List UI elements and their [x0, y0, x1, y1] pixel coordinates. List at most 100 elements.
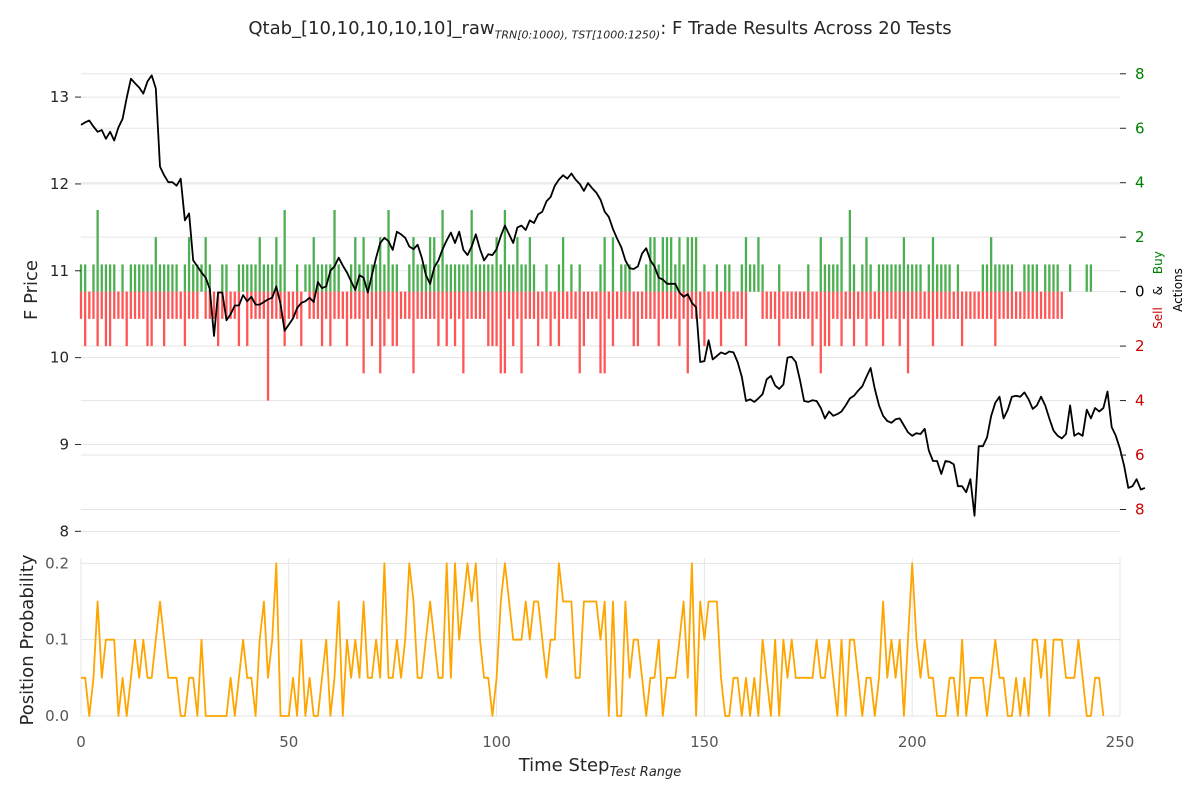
actions-tick-label: 4 — [1135, 174, 1145, 192]
tick-labels: 8 9 10 11 12 13 8 6 4 2 0 2 4 6 8 0.0 0.1 0.2 0 50 100 150 200… — [45, 65, 1144, 751]
buy-bar — [948, 264, 951, 292]
buy-bar — [79, 264, 83, 292]
sell-bar — [391, 291, 394, 347]
sell-bar — [129, 291, 133, 319]
buy-bar — [503, 209, 507, 292]
buy-bar — [578, 264, 581, 292]
sell-bar — [956, 291, 960, 319]
buy-bar — [753, 264, 756, 292]
sell-bar — [553, 291, 556, 319]
buy-bar — [1048, 264, 1051, 292]
sell-bar — [935, 291, 939, 319]
sell-bar — [1010, 291, 1014, 319]
buy-bar — [840, 237, 843, 292]
sell-bar — [707, 291, 710, 319]
buy-bar — [990, 237, 993, 292]
buy-bar — [674, 264, 677, 292]
sell-bar — [1031, 291, 1034, 319]
buy-bar — [470, 209, 473, 292]
buy-bar — [761, 264, 764, 292]
buy-bar — [271, 264, 274, 292]
sell-bar — [694, 291, 698, 319]
sell-bar — [320, 291, 324, 347]
chart-title: Qtab_[10,10,10,10,10]_rawTRN[0:1000), TS… — [0, 18, 1200, 42]
buy-bar — [861, 264, 864, 292]
sell-bar — [586, 291, 590, 319]
sell-bar — [803, 291, 806, 319]
buy-bar — [142, 264, 145, 292]
probability-tick-label: 0.2 — [45, 554, 69, 572]
buy-bar — [728, 264, 731, 292]
sell-bar — [906, 291, 910, 374]
sell-bar — [1002, 291, 1005, 319]
sell-bar — [133, 291, 137, 319]
buy-bar — [869, 264, 872, 292]
sell-bar — [632, 291, 635, 347]
sell-bar — [520, 291, 523, 374]
sell-bar — [1035, 291, 1039, 319]
sell-bar — [229, 291, 232, 319]
sell-bar — [852, 291, 856, 347]
buy-bar — [827, 264, 831, 292]
sell-bar — [275, 291, 278, 319]
buy-bar — [545, 264, 548, 292]
sell-bar — [823, 291, 827, 347]
buy-bar — [241, 264, 245, 292]
sell-bar — [724, 291, 727, 319]
buy-bar — [316, 264, 320, 292]
buy-bar — [121, 264, 124, 292]
sell-bar — [719, 291, 723, 347]
buy-bar — [333, 209, 336, 292]
x-tick-label: 50 — [279, 733, 298, 751]
sell-bar — [221, 291, 224, 319]
buy-bar — [337, 264, 340, 292]
sell-bar — [566, 291, 569, 319]
x-axis-label: Time StepTest Range — [518, 755, 682, 780]
sell-bar — [179, 291, 182, 319]
sell-bar — [591, 291, 594, 319]
sell-bar — [1048, 291, 1051, 319]
sell-bar — [873, 291, 876, 319]
sell-bar — [250, 291, 253, 319]
buy-bar — [520, 264, 523, 292]
sell-bar — [495, 291, 498, 347]
buy-bar — [129, 264, 133, 292]
buy-bar — [778, 264, 781, 292]
sell-bar — [300, 291, 303, 347]
sell-bar — [998, 291, 1001, 319]
sell-bar — [869, 291, 872, 319]
buy-bar — [561, 237, 565, 292]
sell-bar — [507, 291, 511, 319]
buy-bar — [927, 264, 930, 292]
sell-bar — [815, 291, 818, 319]
sell-bar — [295, 291, 299, 319]
sell-bar — [990, 291, 993, 319]
sell-bar — [994, 291, 997, 347]
sell-bar — [811, 291, 814, 347]
buy-bar — [670, 237, 673, 292]
sell-bar — [674, 291, 677, 319]
probability-tick-label: 0.0 — [45, 707, 69, 725]
sell-bar — [952, 291, 955, 319]
buy-bar — [104, 264, 108, 292]
sell-bar — [349, 291, 353, 319]
sell-bar — [894, 291, 897, 319]
sell-bar — [678, 291, 681, 347]
buy-bar — [848, 209, 852, 292]
sell-bar — [387, 291, 390, 319]
sell-bar — [948, 291, 951, 319]
sell-bar — [661, 291, 664, 319]
buy-bar — [133, 264, 137, 292]
sell-bar — [1044, 291, 1047, 319]
buy-bar — [1035, 264, 1039, 292]
sell-bar — [79, 291, 83, 319]
sell-bar — [557, 291, 561, 347]
sell-bar — [441, 291, 444, 319]
buy-bar — [167, 264, 170, 292]
sell-bar — [902, 291, 906, 319]
sell-bar — [578, 291, 581, 374]
sell-bar — [532, 291, 536, 319]
sell-bar — [341, 291, 344, 319]
sell-bar — [528, 291, 531, 319]
sell-bar — [1052, 291, 1055, 319]
